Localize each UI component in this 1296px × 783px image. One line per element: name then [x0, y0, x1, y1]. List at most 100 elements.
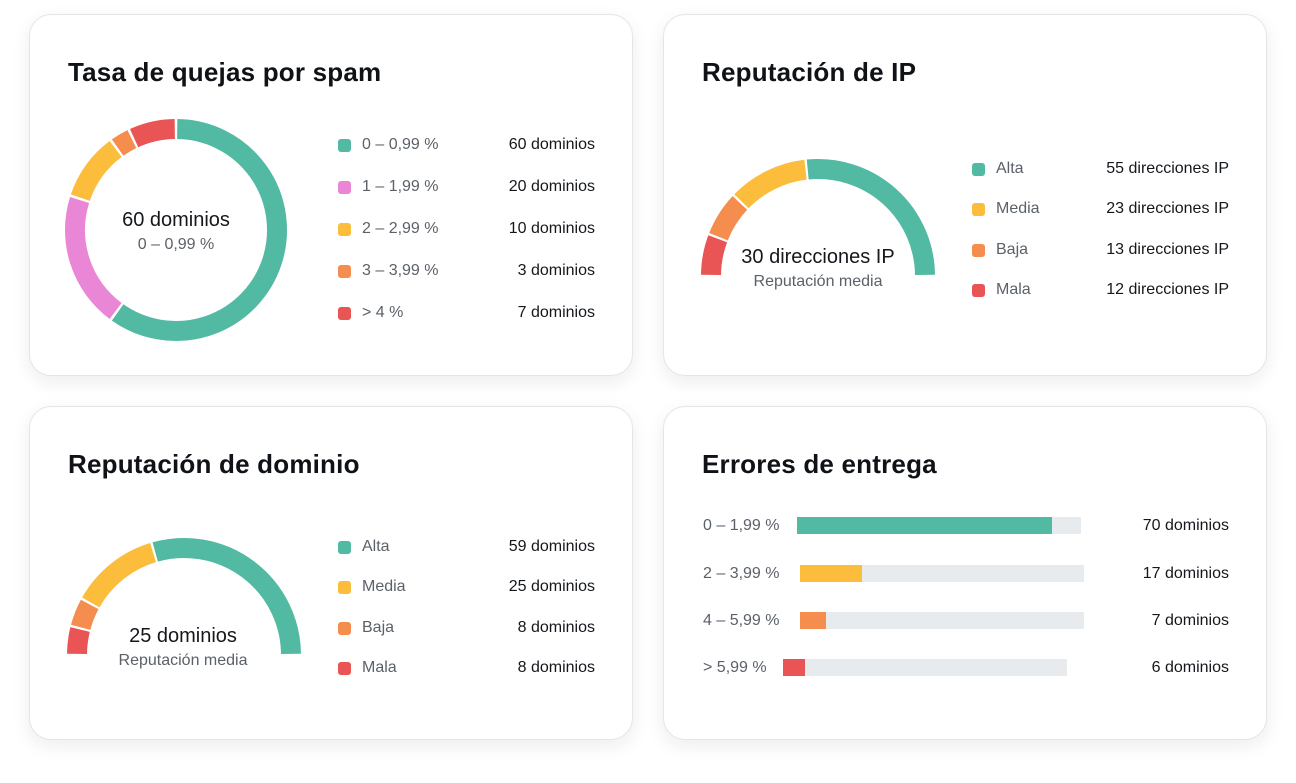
gauge-center-value: 30 direcciones IP	[741, 246, 894, 268]
legend-swatch	[338, 138, 351, 152]
bar-row: 0 – 1,99 % 70 dominios	[664, 514, 1268, 538]
bar-row: > 5,99 % 6 dominios	[664, 656, 1268, 680]
bar-row: 4 – 5,99 % 7 dominios	[664, 609, 1268, 633]
legend-label: 0 – 0,99 %	[362, 136, 439, 153]
legend-label: Mala	[362, 659, 397, 676]
legend-swatch	[338, 661, 351, 675]
legend-item: Baja 8 dominios	[338, 616, 595, 640]
legend-label: Media	[996, 200, 1040, 217]
spam-donut-chart: 60 dominios 0 – 0,99 %	[65, 119, 287, 341]
legend-label: > 4 %	[362, 304, 404, 321]
legend-swatch	[972, 243, 985, 257]
chart-segment-baja	[709, 196, 748, 241]
chart-segment-0-0-99	[111, 119, 287, 341]
legend-value: 8 dominios	[517, 659, 595, 676]
legend-swatch	[338, 222, 351, 236]
gauge-center-value: 25 dominios	[129, 625, 237, 647]
legend-value: 23 direcciones IP	[1106, 200, 1229, 217]
card-title: Tasa de quejas por spam	[68, 57, 382, 87]
legend-swatch	[338, 180, 351, 194]
legend-value: 12 direcciones IP	[1106, 281, 1229, 298]
legend-label: Mala	[996, 281, 1031, 298]
legend-item: Baja 13 direcciones IP	[972, 238, 1229, 262]
bar-label: 4 – 5,99 %	[703, 612, 780, 629]
legend-label: Baja	[996, 241, 1029, 258]
legend-value: 7 dominios	[517, 304, 595, 321]
chart-segment-4	[129, 119, 176, 148]
ip-legend: Alta 55 direcciones IP Media 23 direccio…	[972, 157, 1229, 305]
legend-swatch	[972, 162, 985, 176]
legend-value: 20 dominios	[508, 178, 595, 195]
donut-center-value: 60 dominios	[122, 209, 230, 231]
legend-label: Alta	[996, 160, 1024, 177]
legend-swatch	[972, 202, 985, 216]
bar-track	[800, 612, 1084, 629]
legend-value: 55 direcciones IP	[1106, 160, 1229, 177]
legend-item: Mala 12 direcciones IP	[972, 278, 1229, 302]
domain-legend: Alta 59 dominios Media 25 dominios Baja …	[338, 535, 595, 683]
legend-item: Alta 59 dominios	[338, 535, 595, 559]
legend-swatch	[972, 283, 985, 297]
bar-value: 7 dominios	[1151, 612, 1229, 629]
bar-track	[800, 565, 1084, 582]
legend-value: 60 dominios	[508, 136, 595, 153]
legend-item: Media 23 direcciones IP	[972, 197, 1229, 221]
domain-gauge-chart: 25 dominios Reputación media	[67, 538, 301, 669]
legend-value: 8 dominios	[517, 619, 595, 636]
bar-value: 70 dominios	[1142, 517, 1229, 534]
spam-legend: 0 – 0,99 % 60 dominios 1 – 1,99 % 20 dom…	[338, 133, 595, 323]
domain-reputation-card: Reputación de dominio 25 dominios Reputa…	[29, 406, 633, 740]
legend-label: 2 – 2,99 %	[362, 220, 439, 237]
card-title: Reputación de dominio	[68, 449, 360, 479]
ip-gauge-chart: 30 direcciones IP Reputación media	[701, 159, 935, 290]
chart-segment-mala	[67, 627, 90, 655]
legend-item: Mala 8 dominios	[338, 656, 595, 680]
legend-swatch	[338, 264, 351, 278]
ip-reputation-card: Reputación de IP 30 direcciones IP Reput…	[663, 14, 1267, 376]
gauge-center-subtitle: Reputación media	[119, 652, 248, 669]
bar-label: 2 – 3,99 %	[703, 565, 780, 582]
bar-track	[797, 517, 1081, 534]
chart-segment-media	[82, 542, 157, 608]
legend-swatch	[338, 540, 351, 554]
chart-segment-3-3-99	[111, 130, 137, 156]
bar-fill	[800, 612, 826, 629]
bar-value: 17 dominios	[1142, 565, 1229, 582]
card-title: Reputación de IP	[702, 57, 917, 87]
bar-row: 2 – 3,99 % 17 dominios	[664, 562, 1268, 586]
bar-fill	[797, 517, 1052, 534]
donut-center-subtitle: 0 – 0,99 %	[138, 236, 215, 253]
card-title: Errores de entrega	[702, 449, 937, 479]
legend-item: 3 – 3,99 % 3 dominios	[338, 259, 595, 283]
legend-label: Alta	[362, 538, 390, 555]
delivery-errors-card: Errores de entrega 0 – 1,99 % 70 dominio…	[663, 406, 1267, 740]
chart-segment-baja	[70, 599, 99, 631]
legend-item: 2 – 2,99 % 10 dominios	[338, 217, 595, 241]
chart-segment-alta	[152, 538, 301, 655]
legend-label: Baja	[362, 619, 395, 636]
gauge-center-subtitle: Reputación media	[754, 273, 883, 290]
chart-segment-alta	[806, 159, 935, 276]
bar-label: 0 – 1,99 %	[703, 517, 780, 534]
legend-value: 59 dominios	[508, 538, 595, 555]
bar-fill	[800, 565, 862, 582]
chart-segment-1-1-99	[65, 197, 122, 319]
legend-label: Media	[362, 578, 406, 595]
legend-label: 1 – 1,99 %	[362, 178, 439, 195]
legend-swatch	[338, 306, 351, 320]
chart-segment-2-2-99	[70, 141, 122, 202]
spam-complaints-card: Tasa de quejas por spam 60 dominios 0 – …	[29, 14, 633, 376]
legend-value: 10 dominios	[508, 220, 595, 237]
chart-segment-mala	[701, 235, 728, 276]
bar-value: 6 dominios	[1151, 659, 1229, 676]
bar-label: > 5,99 %	[703, 659, 767, 676]
bar-track	[783, 659, 1067, 676]
legend-value: 3 dominios	[517, 262, 595, 279]
legend-label: 3 – 3,99 %	[362, 262, 439, 279]
legend-swatch	[338, 621, 351, 635]
legend-item: 0 – 0,99 % 60 dominios	[338, 133, 595, 157]
legend-value: 13 direcciones IP	[1106, 241, 1229, 258]
legend-item: 1 – 1,99 % 20 dominios	[338, 175, 595, 199]
legend-item: Alta 55 direcciones IP	[972, 157, 1229, 181]
legend-item: > 4 % 7 dominios	[338, 301, 595, 325]
